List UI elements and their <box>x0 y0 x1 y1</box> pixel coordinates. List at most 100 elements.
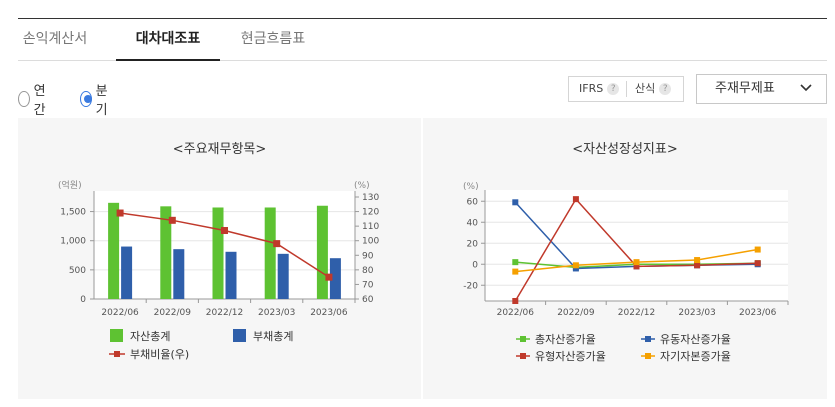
legend-marker-tangible-assets-growth <box>520 353 526 359</box>
y-tick-label: 500 <box>69 266 86 276</box>
bar-total-liabilities <box>225 251 237 299</box>
y-tick-label: 1,000 <box>60 237 86 247</box>
bar-total-assets <box>316 205 328 299</box>
select-value: 주재무제표 <box>715 81 775 96</box>
bar-total-liabilities <box>277 253 289 299</box>
plot-area <box>485 190 788 301</box>
x-tick-label: 2022/12 <box>618 308 655 318</box>
x-tick-label: 2022/06 <box>497 308 535 318</box>
statement-tabs: 손익계산서 대차대조표 현금흐름표 <box>18 19 827 61</box>
x-tick-label: 2023/03 <box>258 308 295 318</box>
legend-marker-total-assets-growth <box>520 336 526 342</box>
legend-label: 부채비율(우) <box>130 348 189 361</box>
legend-swatch-total-liabilities <box>233 329 246 342</box>
legend-swatch-total-assets <box>110 329 123 342</box>
ifrs-label: IFRS <box>579 82 604 95</box>
chart-title: <자산성장성지표> <box>572 142 678 157</box>
debt-ratio-point <box>325 273 333 281</box>
y2-tick-label: 130 <box>362 193 379 203</box>
bar-total-liabilities <box>173 249 185 299</box>
legend-label: 자기자본증가율 <box>660 350 731 363</box>
debt-ratio-point <box>221 227 228 235</box>
equity-growth-point <box>572 262 579 269</box>
top-border <box>18 18 827 19</box>
y2-tick-label: 60 <box>362 295 374 305</box>
y-tick-label: 20 <box>467 239 479 249</box>
x-tick-label: 2022/06 <box>101 308 139 318</box>
legend-label: 유동자산증가율 <box>660 333 731 346</box>
statement-type-select[interactable]: 주재무제표 <box>696 74 827 104</box>
legend-label: 총자산증가율 <box>535 333 596 346</box>
radio-quarterly-circle[interactable] <box>80 91 92 107</box>
current-assets-growth-point <box>512 199 519 206</box>
equity-growth-point <box>694 257 701 264</box>
debt-ratio-point <box>116 209 124 217</box>
tab-cash-flow[interactable]: 현금흐름표 <box>240 31 306 47</box>
tangible-assets-growth-point <box>572 196 579 203</box>
y2-tick-label: 100 <box>362 237 379 247</box>
legend-label: 부채총계 <box>253 330 293 343</box>
x-tick-label: 2023/03 <box>678 308 715 318</box>
radio-quarterly-label: 분기 <box>95 84 108 118</box>
chevron-down-icon <box>800 84 812 92</box>
financial-items-chart: (억원) (%) 0 500 1,000 1,500 60 70 80 90 100 110 120 13… <box>58 179 379 361</box>
equity-growth-point <box>754 246 761 253</box>
tab-balance-sheet[interactable]: 대차대조표 <box>116 19 220 61</box>
y-tick-label: 40 <box>467 218 479 228</box>
question-icon[interactable]: ? <box>607 83 620 95</box>
tangible-assets-growth-point <box>694 262 701 269</box>
debt-ratio-point <box>168 216 176 224</box>
y-tick-label: 60 <box>467 197 479 207</box>
standard-button-group: IFRS ? 산식 ? <box>568 76 684 102</box>
asset-growth-chart-panel: <자산성장성지표> (%) -20 0 20 40 60 2022/06 2022/09 202… <box>423 118 827 399</box>
legend-label: 자산총계 <box>130 330 170 343</box>
equity-growth-point <box>512 268 519 275</box>
y-tick-label: -20 <box>463 281 478 291</box>
bar-total-assets <box>160 206 172 299</box>
x-tick-label: 2022/09 <box>557 308 595 318</box>
radio-annual-label: 연간 <box>33 84 46 118</box>
bar-total-liabilities <box>329 258 341 299</box>
bar-total-liabilities <box>121 246 133 299</box>
tab-income-statement[interactable]: 손익계산서 <box>22 31 88 47</box>
tangible-assets-growth-point <box>512 298 519 304</box>
equity-growth-point <box>633 259 640 266</box>
formula-button[interactable]: 산식 ? <box>635 77 672 101</box>
formula-label: 산식 <box>635 82 656 95</box>
y-tick-label: 1,500 <box>60 208 86 218</box>
bar-total-assets <box>264 207 276 299</box>
y2-tick-label: 110 <box>362 222 379 232</box>
y2-tick-label: 90 <box>362 251 374 261</box>
chart-title: <주요재무항목> <box>172 142 267 157</box>
tangible-assets-growth-point <box>754 260 761 267</box>
ifrs-button[interactable]: IFRS ? <box>579 77 620 101</box>
y2-tick-label: 70 <box>362 280 374 290</box>
divider <box>626 81 627 97</box>
current-assets-growth-point <box>572 265 579 272</box>
x-tick-label: 2023/06 <box>739 308 777 318</box>
legend-marker-equity-growth <box>645 353 651 359</box>
bar-total-assets <box>108 202 120 299</box>
radio-quarterly[interactable]: 분기 <box>80 80 112 118</box>
debt-ratio-point <box>273 240 281 248</box>
x-tick-label: 2022/09 <box>154 308 192 318</box>
y-tick-label: 0 <box>80 295 86 305</box>
radio-annual-circle[interactable] <box>18 91 30 107</box>
question-icon[interactable]: ? <box>659 83 672 95</box>
legend-label: 유형자산증가율 <box>535 350 606 363</box>
y2-tick-label: 80 <box>362 266 374 276</box>
tangible-assets-growth-point <box>633 263 640 270</box>
y2-axis-unit: (%) <box>354 181 370 191</box>
bar-total-assets <box>212 207 224 299</box>
y2-tick-label: 120 <box>362 208 379 218</box>
y-axis-unit: (%) <box>463 182 479 192</box>
x-tick-label: 2023/06 <box>310 308 348 318</box>
x-tick-label: 2022/12 <box>206 308 243 318</box>
financial-items-chart-panel: <주요재무항목> (억원) (%) 0 500 1,000 1,500 60 70 80 90 10… <box>18 118 421 399</box>
legend-marker-debt-ratio <box>114 351 120 357</box>
asset-growth-chart: (%) -20 0 20 40 60 2022/06 2022/09 2022/12 2023/0… <box>463 182 789 363</box>
radio-annual[interactable]: 연간 <box>18 80 50 118</box>
total-assets-growth-point <box>512 259 519 266</box>
y-tick-label: 0 <box>472 260 478 270</box>
plot-area <box>94 191 355 299</box>
